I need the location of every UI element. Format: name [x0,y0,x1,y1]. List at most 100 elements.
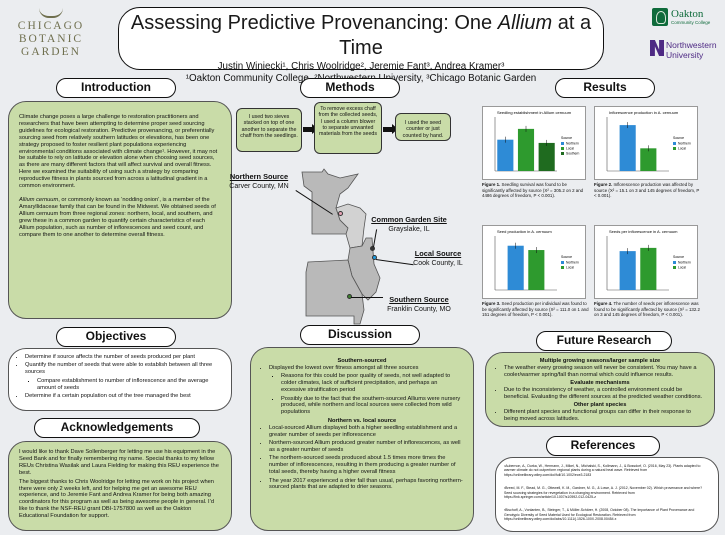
discussion-panel: Southern-sourced Displayed the lowest ov… [250,347,474,531]
missouri-shape [305,259,365,325]
northwestern-n-icon [650,40,664,56]
bar-local [528,250,545,290]
bar-northern [619,125,636,171]
chart-title: Inflorescence production in A. cernuum [609,110,679,115]
oakton-logo: Oakton Community College [652,8,712,36]
discussion-item: Northern-sourced Allium produced greater… [269,440,463,454]
legend-label: Local [566,147,574,151]
figure-3-caption: Figure 3. Seed production per individual… [482,301,589,318]
legend-title: Source [673,136,684,140]
legend-label: Southern [566,152,580,156]
southern-leader-line [351,297,383,298]
legend-swatch [561,261,564,264]
objectives-panel: Determine if source affects the number o… [8,348,232,411]
discussion-subitem: Reasons for this could be poor quality o… [281,373,463,394]
chart-title: Seed production in A. cernuum [497,229,552,234]
discussion-item: Displayed the lowest over fitness amongs… [269,365,463,372]
legend-swatch [673,261,676,264]
introduction-p1: Climate change poses a large challenge t… [19,114,218,190]
chicago-botanic-garden-logo: CHICAGO BOTANIC GARDEN [6,8,96,68]
discussion-header: Discussion [300,325,420,345]
introduction-panel: Climate change poses a large challenge t… [8,101,232,319]
chart-title: Seeds per inflorescence in A. cernuum [609,229,678,234]
legend-swatch [561,142,564,145]
legend-swatch [673,147,676,150]
legend-swatch [561,147,564,150]
introduction-p2: Allium cernuum, or commonly known as ‘no… [19,196,216,238]
northern-source-label: Northern Source Carver County, MN [229,172,289,190]
legend-title: Source [673,255,684,259]
bar-northern [497,139,514,171]
legend-swatch [561,152,564,155]
acknowledgements-panel: I would like to thank Dave Sollenberger … [8,441,232,531]
bar-local [640,247,657,290]
reference-item: ²Breed, M. F., Stead, M. G., Ottewell, K… [504,486,703,500]
objective-item: Quantify the number of seeds that were a… [25,362,223,376]
method-step-3: I used the seed counter or just counted … [395,113,451,141]
chart-seeds-per-inflorescence: Seeds per inflorescence in A. cernuum Sou… [594,225,698,299]
objectives-header: Objectives [56,327,176,347]
authors: Justin Winiecki¹, Chris Woolridge², Jere… [217,61,505,72]
bar-northern [619,251,636,290]
reference-item: ³Bischoff, A., Vonlanten, B., Steinger, … [504,508,695,522]
minnesota-shape [301,168,359,235]
methods-header: Methods [300,78,400,98]
legend-title: Source [561,136,572,140]
objective-item: Determine if source affects the number o… [25,354,223,361]
oak-icon [652,8,668,26]
wisconsin-shape [335,203,367,249]
legend-swatch [673,142,676,145]
chart-inflorescence-production: Inflorescence production in A. cernuum So… [594,106,698,180]
future-research-header: Future Research [536,331,672,351]
bar-local [640,148,657,171]
discussion-item: Local-sourced Allium displayed both a hi… [269,425,463,439]
discussion-item: The northern-sourced seeds produced abou… [269,455,463,476]
legend-label: Local [678,147,686,151]
discussion-item: The year 2017 experienced a drier fall t… [269,478,463,492]
bar-southern [538,142,555,171]
southern-source-label: Southern Source Franklin County, MO [387,295,451,313]
leaf-icon [39,8,63,18]
references-header: References [546,436,660,456]
acknowledgements-header: Acknowledgements [34,418,200,438]
references-panel: ¹Aubernon, A., Durka, W., Hermann, J., M… [495,457,719,532]
arrow-icon [383,124,398,134]
discussion-subitem: Possibly due to the fact that the southe… [281,396,463,417]
method-step-1: I used two sieves stacked on top of one … [236,108,302,152]
bar-northern [507,245,524,290]
poster-title: Assessing Predictive Provenancing: One A… [130,12,592,59]
local-site-marker [372,255,377,260]
chart-title: Seedling establishment in Allium cernuum [497,110,572,115]
legend-label: Northern [566,142,579,146]
figure-1-caption: Figure 1. Seedling survival was found to… [482,182,584,199]
arrow-icon [303,124,318,134]
legend-label: Northern [566,261,579,265]
introduction-header: Introduction [56,78,176,98]
northern-site-marker [338,211,343,216]
poster-title-box: Assessing Predictive Provenancing: One A… [118,7,604,84]
legend-label: Northern [678,142,691,146]
bar-local [517,128,535,171]
method-step-2: To remove excess chaff from the collecte… [314,102,382,154]
midwest-map [301,168,381,325]
local-source-label: Local Source Cook County, IL [413,249,463,267]
legend-label: Local [678,266,686,270]
objective-subitem: Compare establishment to number of inflo… [37,378,223,392]
legend-label: Local [566,266,574,270]
chart-seedling-establishment: Seedling establishment in Allium cernuum… [482,106,586,180]
objective-item: Determine if a certain population out of… [25,393,223,400]
common-garden-marker [370,246,375,251]
legend-swatch [561,266,564,269]
common-garden-label: Common Garden Site Grayslake, IL [371,215,447,233]
legend-swatch [673,266,676,269]
southern-site-marker [347,294,352,299]
figure-2-caption: Figure 2. Inflorescence production was a… [594,182,700,199]
legend-title: Source [561,255,572,259]
chart-seed-production: Seed production in A. cernuum Source North… [482,225,586,299]
reference-item: ¹Aubernon, A., Durka, W., Hermann, J., M… [504,464,701,477]
figure-4-caption: Figure 4. The number of seeds per inflor… [594,301,700,318]
northwestern-logo: Northwestern University [650,40,722,68]
legend-label: Northern [678,261,691,265]
future-research-panel: Multiple growing seasons/larger sample s… [485,352,715,427]
results-header: Results [555,78,655,98]
